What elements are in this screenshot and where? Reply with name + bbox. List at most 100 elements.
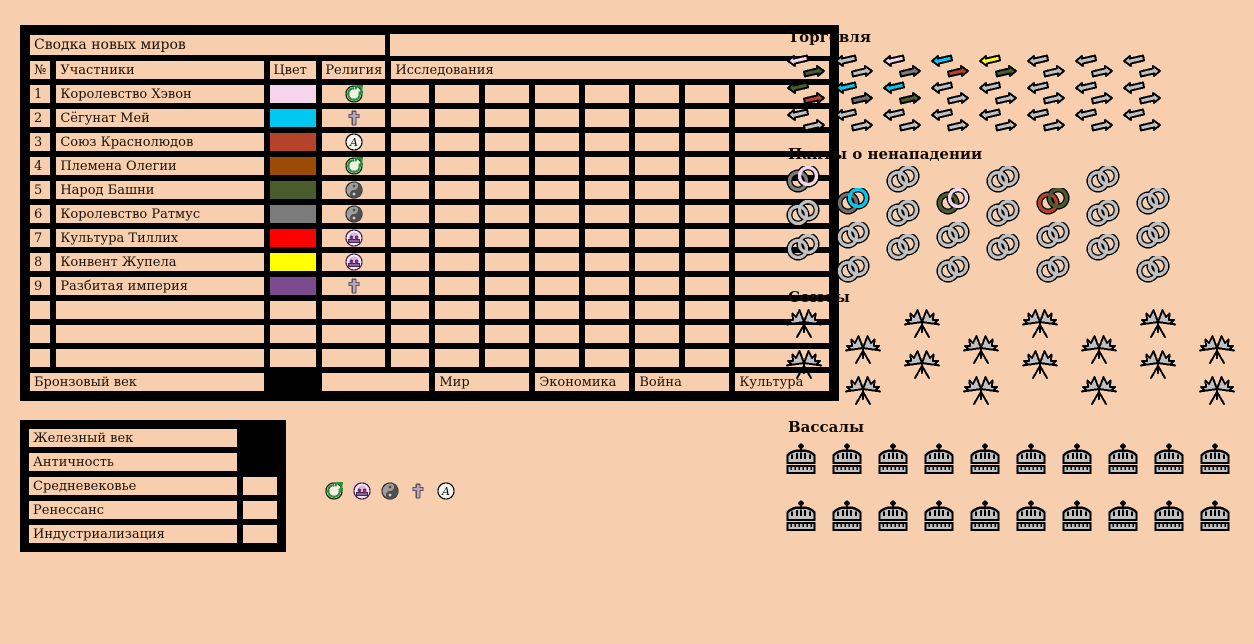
trade-arrows-icon[interactable] [930, 52, 970, 78]
age-label[interactable]: Железный век [28, 428, 238, 448]
research-cell[interactable] [390, 300, 431, 320]
research-cell[interactable] [584, 180, 631, 200]
research-cell[interactable] [484, 108, 531, 128]
research-cell[interactable] [484, 156, 531, 176]
linked-rings-icon[interactable] [786, 234, 820, 262]
linked-rings-icon[interactable] [886, 200, 920, 228]
row-participant-name[interactable]: Разбитая империя [55, 276, 266, 296]
research-cell[interactable] [534, 300, 581, 320]
research-cell[interactable] [734, 276, 831, 296]
research-cell[interactable] [534, 108, 581, 128]
table-row[interactable]: 6 Королевство Ратмус [29, 204, 831, 224]
age-row[interactable]: Железный век [28, 428, 278, 448]
research-cell[interactable] [584, 324, 631, 344]
research-cell[interactable] [390, 204, 431, 224]
crossed-wings-icon[interactable] [1199, 375, 1235, 407]
row-participant-name[interactable]: Союз Краснолюдов [55, 132, 266, 152]
research-cell[interactable] [584, 276, 631, 296]
row-participant-name[interactable]: Королевство Ратмус [55, 204, 266, 224]
crown-icon[interactable] [1198, 500, 1232, 532]
linked-rings-icon[interactable] [986, 200, 1020, 228]
crown-icon[interactable] [968, 443, 1002, 475]
trade-arrows-icon[interactable] [882, 106, 922, 132]
row-participant-name[interactable]: Племена Олегии [55, 156, 266, 176]
crossed-wings-icon[interactable] [1022, 349, 1058, 381]
research-cell[interactable] [484, 204, 531, 224]
row-participant-name[interactable]: Культура Тиллих [55, 228, 266, 248]
research-cell[interactable] [484, 132, 531, 152]
row-participant-name[interactable]: Королевство Хэвон [55, 84, 266, 104]
research-cell[interactable] [684, 84, 731, 104]
row-participant-name[interactable]: Конвент Жупела [55, 252, 266, 272]
trade-arrows-icon[interactable] [786, 106, 826, 132]
research-cell[interactable] [434, 180, 481, 200]
research-cell[interactable] [534, 180, 581, 200]
crossed-wings-icon[interactable] [904, 349, 940, 381]
trade-arrows-icon[interactable] [1026, 52, 1066, 78]
header-participants[interactable]: Участники [55, 60, 266, 80]
row-participant-name[interactable] [55, 324, 266, 344]
research-cell[interactable] [684, 300, 731, 320]
research-cell[interactable] [684, 252, 731, 272]
crossed-wings-icon[interactable] [904, 308, 940, 340]
age-label[interactable]: Ренессанс [28, 500, 238, 520]
trade-arrows-icon[interactable] [834, 106, 874, 132]
crossed-wings-icon[interactable] [1199, 334, 1235, 366]
research-cell[interactable] [390, 84, 431, 104]
research-cell[interactable] [534, 276, 581, 296]
linked-rings-icon[interactable] [1036, 188, 1070, 216]
crown-icon[interactable] [784, 443, 818, 475]
header-research[interactable]: Исследования [390, 60, 831, 80]
research-cell[interactable] [634, 324, 681, 344]
trade-arrows-icon[interactable] [1074, 106, 1114, 132]
peace-button[interactable]: Мир [434, 372, 531, 392]
research-cell[interactable] [634, 108, 681, 128]
research-cell[interactable] [434, 252, 481, 272]
research-cell[interactable] [484, 348, 531, 368]
linked-rings-icon[interactable] [836, 222, 870, 250]
research-cell[interactable] [434, 132, 481, 152]
linked-rings-icon[interactable] [1036, 222, 1070, 250]
trade-arrows-icon[interactable] [834, 79, 874, 105]
trade-arrows-icon[interactable] [930, 106, 970, 132]
research-cell[interactable] [634, 204, 681, 224]
crown-icon[interactable] [922, 500, 956, 532]
trade-arrows-icon[interactable] [834, 52, 874, 78]
age-row[interactable]: Индустриализация [28, 524, 278, 544]
research-cell[interactable] [390, 180, 431, 200]
research-cell[interactable] [634, 348, 681, 368]
trade-arrows-icon[interactable] [930, 79, 970, 105]
age-row[interactable]: Средневековье [28, 476, 278, 496]
research-cell[interactable] [484, 324, 531, 344]
trade-arrows-icon[interactable] [882, 52, 922, 78]
crossed-wings-icon[interactable] [963, 334, 999, 366]
research-cell[interactable] [584, 300, 631, 320]
research-cell[interactable] [584, 348, 631, 368]
research-cell[interactable] [390, 228, 431, 248]
research-cell[interactable] [734, 132, 831, 152]
research-cell[interactable] [534, 348, 581, 368]
row-participant-name[interactable]: Сёгунат Мей [55, 108, 266, 128]
research-cell[interactable] [534, 204, 581, 224]
research-cell[interactable] [434, 276, 481, 296]
crown-icon[interactable] [1152, 443, 1186, 475]
age-row[interactable]: Античность [28, 452, 278, 472]
table-row[interactable]: 4 Племена Олегии [29, 156, 831, 176]
crossed-wings-icon[interactable] [1081, 375, 1117, 407]
research-cell[interactable] [684, 228, 731, 248]
trade-arrows-icon[interactable] [978, 79, 1018, 105]
research-cell[interactable] [484, 228, 531, 248]
trade-arrows-icon[interactable] [786, 79, 826, 105]
crown-icon[interactable] [1106, 500, 1140, 532]
linked-rings-icon[interactable] [1136, 222, 1170, 250]
research-cell[interactable] [434, 108, 481, 128]
linked-rings-icon[interactable] [936, 256, 970, 284]
research-cell[interactable] [390, 156, 431, 176]
table-row[interactable]: 5 Народ Башни [29, 180, 831, 200]
research-cell[interactable] [684, 132, 731, 152]
research-cell[interactable] [734, 156, 831, 176]
crossed-wings-icon[interactable] [1022, 308, 1058, 340]
research-cell[interactable] [434, 228, 481, 248]
research-cell[interactable] [434, 324, 481, 344]
age-label[interactable]: Индустриализация [28, 524, 238, 544]
